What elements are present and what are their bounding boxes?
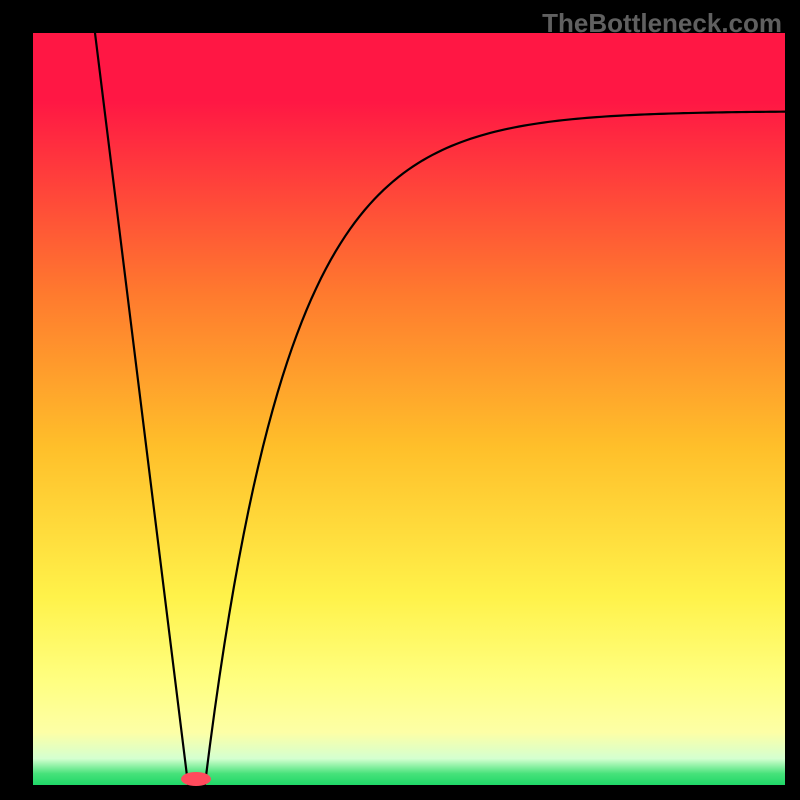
bottleneck-curve-svg: [33, 33, 785, 785]
watermark-text: TheBottleneck.com: [542, 8, 782, 39]
optimum-marker: [181, 772, 211, 786]
plot-area: [33, 33, 785, 785]
chart-container: TheBottleneck.com: [0, 0, 800, 800]
